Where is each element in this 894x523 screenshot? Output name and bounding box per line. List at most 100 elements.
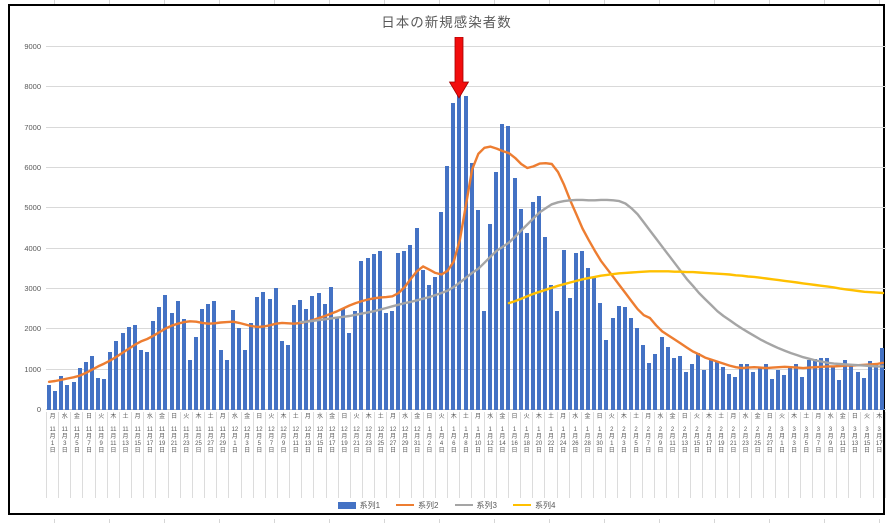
red-arrow-annotation[interactable] <box>446 37 472 99</box>
bar <box>285 344 290 410</box>
legend-item-系列3[interactable]: 系列3 <box>454 500 497 511</box>
date-char: 日 <box>146 448 153 454</box>
date-char: 29 <box>401 441 409 447</box>
weekday-char: 金 <box>499 414 506 420</box>
bar-slot <box>242 47 248 410</box>
x-tick-label: 土 2 月 19 日 <box>714 412 727 498</box>
date-char: 1 <box>537 427 541 433</box>
bar-slot <box>659 47 665 410</box>
date-char: 1 <box>464 427 468 433</box>
date-char: 月 <box>61 434 68 440</box>
date-char: 月 <box>304 434 311 440</box>
weekday-char: 火 <box>268 414 275 420</box>
date-char: 月 <box>49 434 56 440</box>
bar-slot <box>254 47 260 410</box>
date-char: 11 <box>207 427 214 433</box>
weekday-char: 火 <box>183 414 190 420</box>
bar-slot <box>175 47 181 410</box>
bar-slot <box>861 47 867 410</box>
weekday-char: 日 <box>426 414 433 420</box>
date-char: 1 <box>549 427 553 433</box>
date-char: 日 <box>645 448 652 454</box>
weekday-char: 火 <box>353 414 360 420</box>
date-char: 25 <box>377 441 385 447</box>
bar-slot <box>683 47 689 410</box>
bar-slot <box>567 47 573 410</box>
date-char: 日 <box>596 448 603 454</box>
x-tick-label: 水 1 月 26 日 <box>568 412 581 498</box>
date-char: 15 <box>134 441 142 447</box>
bar-slot <box>487 47 493 410</box>
date-char: 月 <box>292 434 299 440</box>
date-char: 26 <box>571 441 579 447</box>
chart-object[interactable]: 日本の新規感染者数 0 1000 2000 3000 4000 5000 6000 7000 8… <box>8 4 886 515</box>
date-char: 3 <box>804 427 808 433</box>
date-char: 月 <box>827 434 834 440</box>
date-char: 月 <box>766 434 773 440</box>
weekday-char: 土 <box>547 414 554 420</box>
date-char: 月 <box>475 434 482 440</box>
bar-slot <box>77 47 83 410</box>
bar-slot <box>352 47 358 410</box>
x-tick-label: 月 11 月 15 日 <box>131 412 143 498</box>
bar <box>316 293 321 410</box>
bar-slot <box>879 47 885 410</box>
weekday-char: 日 <box>511 414 518 420</box>
date-char: 1 <box>780 441 784 447</box>
date-char: 12 <box>340 427 348 433</box>
date-char: 月 <box>280 434 287 440</box>
date-char: 月 <box>134 434 141 440</box>
date-char: 日 <box>547 448 554 454</box>
date-char: 日 <box>693 448 700 454</box>
bar-slot <box>248 47 254 410</box>
bar <box>304 309 309 410</box>
date-char: 日 <box>560 448 567 454</box>
weekday-char: 日 <box>341 414 348 420</box>
date-char: 日 <box>183 448 190 454</box>
date-char: 月 <box>681 434 688 440</box>
bar-slot <box>218 47 224 410</box>
date-char: 日 <box>438 448 445 454</box>
date-char: 1 <box>427 427 432 433</box>
date-char: 3 <box>816 427 821 433</box>
bar <box>267 299 272 410</box>
bar-slot <box>395 47 401 410</box>
date-char: 日 <box>475 448 482 454</box>
date-char: 13 <box>304 441 312 447</box>
bar-slot <box>83 47 89 410</box>
x-tick-label: 土 12 月 25 日 <box>374 412 386 498</box>
date-char: 1 <box>525 427 529 433</box>
bar-slot <box>475 47 481 410</box>
date-char: 3 <box>245 441 249 447</box>
weekday-char: 木 <box>110 414 117 420</box>
date-char: 月 <box>231 434 238 440</box>
date-char: 日 <box>572 448 579 454</box>
x-tick-label: 金 1 月 28 日 <box>580 412 593 498</box>
bar <box>322 304 327 410</box>
legend-line-swatch <box>454 503 473 507</box>
bar-slot <box>677 47 683 410</box>
weekday-char: 日 <box>86 414 93 420</box>
date-char: 21 <box>170 441 178 447</box>
date-char: 31 <box>413 441 421 447</box>
date-char: 12 <box>268 427 275 433</box>
date-char: 10 <box>474 441 482 447</box>
bar <box>328 286 333 410</box>
date-char: 20 <box>535 441 543 447</box>
date-char: 日 <box>669 448 676 454</box>
date-char: 15 <box>693 441 701 447</box>
date-char: 月 <box>535 434 542 440</box>
legend-item-系列2[interactable]: 系列2 <box>396 500 439 511</box>
bar-slot <box>181 47 187 410</box>
legend-line-swatch <box>512 503 531 507</box>
bar-slot <box>126 47 132 410</box>
date-char: 2 <box>622 427 626 433</box>
legend-item-系列4[interactable]: 系列4 <box>512 500 555 511</box>
bar-slot <box>646 47 652 410</box>
bar <box>89 355 94 410</box>
x-tick-label: 日 12 月 5 日 <box>252 412 265 498</box>
date-char: 12 <box>255 427 263 433</box>
legend-item-系列1[interactable]: 系列1 <box>337 500 380 511</box>
